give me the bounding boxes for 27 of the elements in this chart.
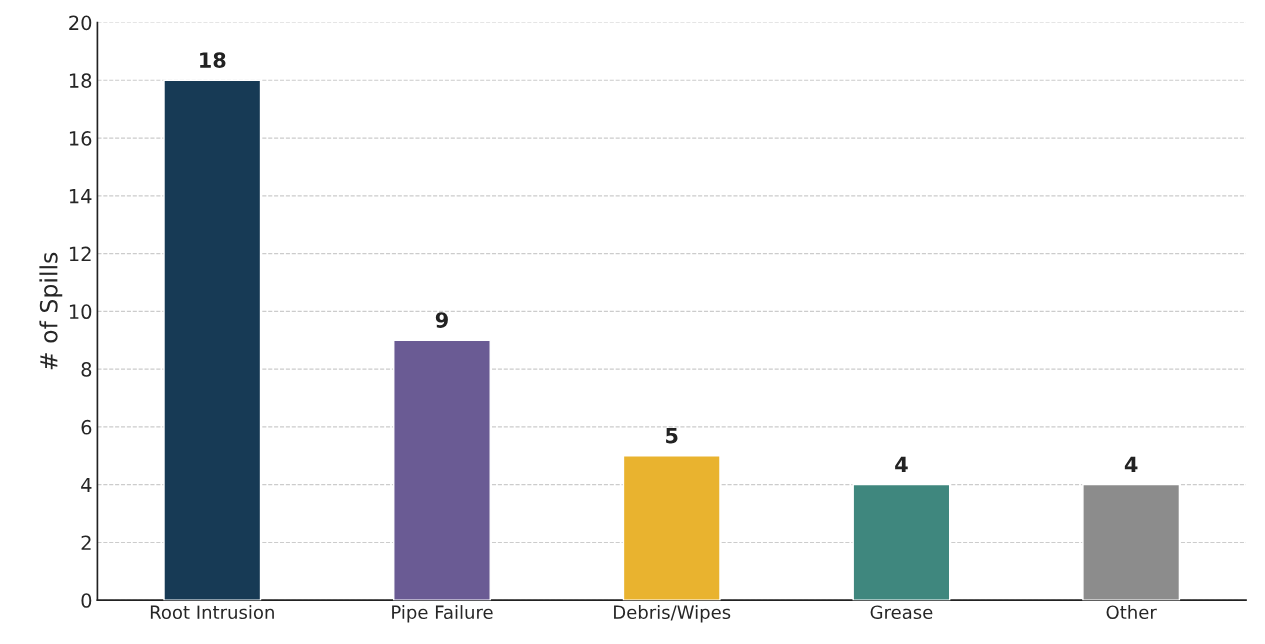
x-tick-label: Debris/Wipes	[614, 605, 731, 623]
bar	[622, 455, 721, 601]
bar	[393, 339, 491, 601]
data-label: 5	[666, 427, 678, 444]
x-tick-label: Other	[1106, 605, 1157, 620]
bar	[163, 79, 262, 601]
data-label: 9	[435, 312, 448, 328]
x-tick-label: Grease	[870, 605, 933, 620]
y-tick-label: 4	[81, 477, 92, 493]
y-axis-title: # of Spills	[39, 252, 63, 370]
y-tick-label: 8	[81, 362, 92, 377]
data-label: 4	[895, 456, 908, 473]
y-tick-label: 12	[69, 246, 91, 261]
bar	[1082, 483, 1181, 601]
y-tick-label: 0	[81, 593, 92, 608]
data-label: 4	[1124, 456, 1138, 473]
y-tick-label: 6	[81, 419, 92, 435]
y-tick-label: 10	[69, 304, 92, 320]
y-tick-label: 16	[69, 131, 92, 146]
x-tick-label: Root Intrusion	[150, 605, 274, 620]
data-label: 18	[200, 52, 226, 68]
y-tick-label: 20	[69, 15, 92, 31]
x-tick-label: Pipe Failure	[392, 605, 493, 623]
y-tick-label: 18	[69, 73, 92, 88]
y-tick-label: 2	[81, 535, 91, 550]
y-tick-label: 14	[69, 189, 92, 204]
bar	[852, 483, 951, 601]
